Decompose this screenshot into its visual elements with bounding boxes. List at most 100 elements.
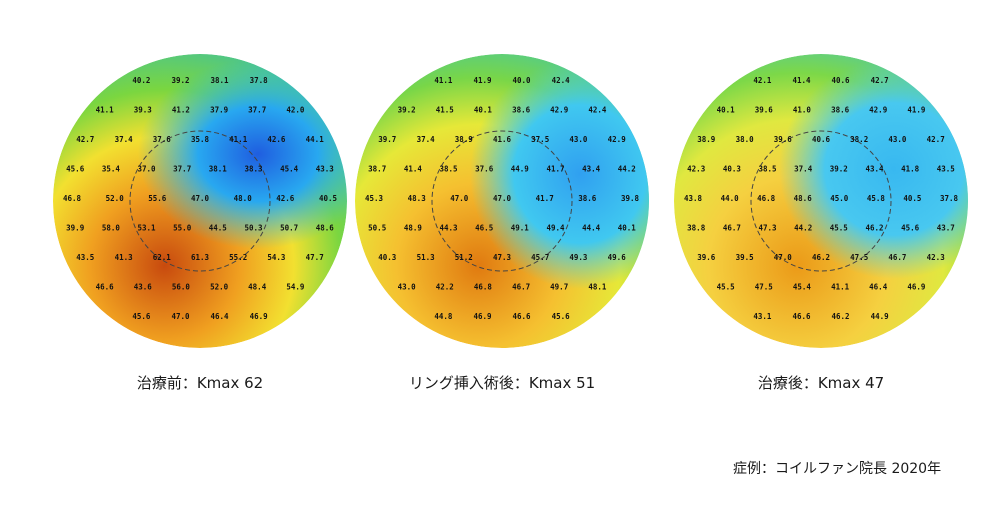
flat-zone <box>138 59 347 249</box>
k-reading: 47.0 <box>171 312 190 321</box>
k-reading: 38.1 <box>209 164 228 173</box>
k-reading: 37.4 <box>794 164 813 173</box>
k-reading: 44.8 <box>434 312 453 321</box>
pupil-ring <box>129 130 271 272</box>
k-reading: 48.0 <box>234 194 253 203</box>
k-reading: 47.3 <box>758 224 777 233</box>
k-reading: 44.9 <box>871 312 890 321</box>
k-reading: 41.4 <box>792 76 811 85</box>
k-reading: 37.0 <box>137 164 156 173</box>
case-credit: 症例：コイルファン院長 2020年 <box>733 461 942 477</box>
k-reading: 38.9 <box>697 135 716 144</box>
k-reading: 42.3 <box>687 164 706 173</box>
topography-map-before: 40.2 39.2 38.1 37.8 41.1 39.3 41.2 37.9 37.7 42.0… <box>53 54 347 348</box>
topography-svg-ring: 41.1 41.9 40.0 42.4 39.2 41.5 40.1 38.6 42.9 42.4… <box>355 54 649 348</box>
k-reading: 47.3 <box>493 253 512 262</box>
k-reading: 43.3 <box>316 164 335 173</box>
k-reading: 58.0 <box>102 224 121 233</box>
k-reading: 56.0 <box>172 283 191 292</box>
k-reading: 42.3 <box>927 253 946 262</box>
k-reading: 41.2 <box>172 105 190 114</box>
k-reading: 40.6 <box>812 135 831 144</box>
k-reading: 46.9 <box>250 312 269 321</box>
k-reading: 39.2 <box>398 105 416 114</box>
k-reading: 39.5 <box>736 253 754 262</box>
k-reading: 46.2 <box>865 224 883 233</box>
k-reading: 42.1 <box>753 76 772 85</box>
k-reading: 44.9 <box>511 164 530 173</box>
k-reading: 40.3 <box>723 164 742 173</box>
k-reading: 38.5 <box>758 164 776 173</box>
k-reading: 48.6 <box>316 224 335 233</box>
k-reading: 46.6 <box>792 312 811 321</box>
k-reading: 43.5 <box>937 164 955 173</box>
k-reading: 46.6 <box>512 312 531 321</box>
k-reading: 42.4 <box>588 105 607 114</box>
k-reading: 43.0 <box>888 135 907 144</box>
k-reading: 47.7 <box>306 253 324 262</box>
k-reading: 38.8 <box>687 224 706 233</box>
k-reading: 43.6 <box>134 283 153 292</box>
k-reading: 38.3 <box>244 164 263 173</box>
k-reading: 41.4 <box>404 164 423 173</box>
k-reading: 48.1 <box>588 283 607 292</box>
k-reading: 41.7 <box>546 164 564 173</box>
k-reading: 42.9 <box>869 105 888 114</box>
k-reading: 41.5 <box>436 105 454 114</box>
k-reading: 48.4 <box>248 283 267 292</box>
k-reading: 54.3 <box>267 253 286 262</box>
k-reading: 48.3 <box>408 194 427 203</box>
k-reading: 47.0 <box>493 194 512 203</box>
k-reading: 41.3 <box>115 253 134 262</box>
k-reading: 39.7 <box>378 135 396 144</box>
k-reading: 38.5 <box>439 164 457 173</box>
flat-zone <box>470 59 649 289</box>
k-reading: 45.8 <box>867 194 886 203</box>
k-reading: 55.0 <box>173 224 192 233</box>
k-reading: 41.9 <box>907 105 926 114</box>
k-reading: 45.6 <box>552 312 571 321</box>
k-reading: 40.5 <box>319 194 337 203</box>
k-reading: 37.4 <box>417 135 436 144</box>
k-reading: 49.6 <box>608 253 627 262</box>
k-reading: 45.6 <box>132 312 151 321</box>
k-reading: 38.7 <box>368 164 386 173</box>
k-reading: 41.1 <box>96 105 115 114</box>
k-reading: 39.9 <box>66 224 85 233</box>
k-reading: 42.4 <box>552 76 571 85</box>
k-reading: 37.6 <box>475 164 494 173</box>
k-reading: 39.6 <box>774 135 793 144</box>
k-reading: 46.7 <box>723 224 741 233</box>
k-reading: 45.3 <box>365 194 384 203</box>
k-reading: 37.7 <box>248 105 266 114</box>
k-reading: 46.5 <box>475 224 493 233</box>
k-reading: 40.0 <box>512 76 531 85</box>
k-reading: 40.1 <box>618 224 637 233</box>
k-reading: 39.8 <box>621 194 640 203</box>
k-reading: 49.7 <box>550 283 568 292</box>
k-reading: 51.3 <box>417 253 436 262</box>
k-reading: 48.6 <box>794 194 813 203</box>
k-reading: 45.5 <box>717 283 735 292</box>
k-reading: 44.4 <box>582 224 601 233</box>
k-reading: 43.1 <box>753 312 772 321</box>
k-reading: 37.8 <box>940 194 959 203</box>
k-reading: 46.8 <box>63 194 82 203</box>
k-reading: 43.5 <box>76 253 94 262</box>
k-reading: 44.5 <box>209 224 227 233</box>
pupil-ring <box>750 130 892 272</box>
k-reading: 46.8 <box>474 283 493 292</box>
k-reading: 42.7 <box>871 76 889 85</box>
k-reading: 46.9 <box>473 312 492 321</box>
k-reading: 51.2 <box>455 253 473 262</box>
k-reading: 46.2 <box>831 312 849 321</box>
k-reading: 44.2 <box>618 164 636 173</box>
k-reading: 46.9 <box>907 283 926 292</box>
k-reading: 38.6 <box>831 105 850 114</box>
k-reading: 43.7 <box>937 224 955 233</box>
k-reading: 42.9 <box>608 135 627 144</box>
k-reading: 43.4 <box>865 164 884 173</box>
k-reading: 41.7 <box>536 194 554 203</box>
k-reading: 35.4 <box>102 164 121 173</box>
k-reading: 42.6 <box>267 135 286 144</box>
